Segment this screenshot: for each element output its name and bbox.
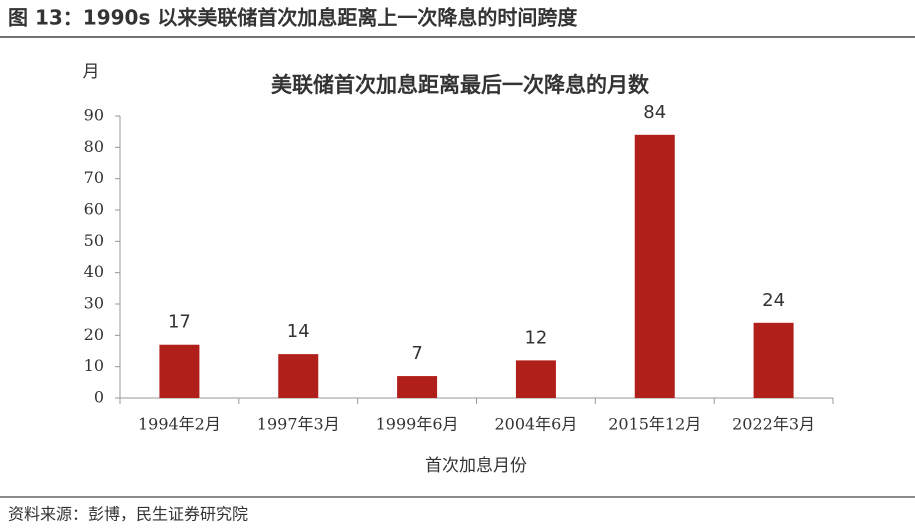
figure-title: 图 13：1990s 以来美联储首次加息距离上一次降息的时间跨度 [8, 6, 578, 30]
bar [278, 354, 319, 398]
y-tick-label: 80 [84, 137, 104, 156]
y-tick-label: 40 [84, 262, 104, 281]
y-tick-label: 50 [84, 231, 104, 250]
bar [397, 376, 438, 398]
data-label: 17 [168, 312, 191, 333]
bar [753, 322, 794, 398]
bar [634, 134, 675, 399]
data-label: 12 [524, 327, 547, 348]
y-tick-label: 10 [84, 356, 104, 375]
y-tick-label: 30 [84, 294, 104, 313]
bar [515, 360, 556, 398]
y-tick-label: 70 [84, 168, 104, 187]
x-tick-label: 2004年6月 [494, 415, 577, 434]
data-label: 7 [411, 343, 422, 364]
y-tick-label: 0 [94, 388, 104, 407]
chart-title: 美联储首次加息距离最后一次降息的月数 [271, 73, 650, 97]
y-tick-label: 20 [84, 325, 104, 344]
y-tick-label: 90 [84, 106, 104, 125]
data-label: 84 [643, 102, 666, 123]
x-tick-label: 2015年12月 [608, 415, 701, 434]
x-axis-label: 首次加息月份 [425, 456, 527, 476]
x-tick-label: 1994年2月 [138, 415, 221, 434]
y-axis-label: 月 [83, 62, 100, 82]
data-label: 14 [287, 321, 310, 342]
x-tick-label: 2022年3月 [732, 415, 815, 434]
source: 资料来源：彭博，民生证券研究院 [8, 505, 248, 524]
x-tick-label: 1999年6月 [376, 415, 459, 434]
x-tick-label: 1997年3月 [257, 415, 340, 434]
y-tick-label: 60 [84, 200, 104, 219]
data-label: 24 [762, 290, 785, 311]
bar [159, 344, 200, 398]
